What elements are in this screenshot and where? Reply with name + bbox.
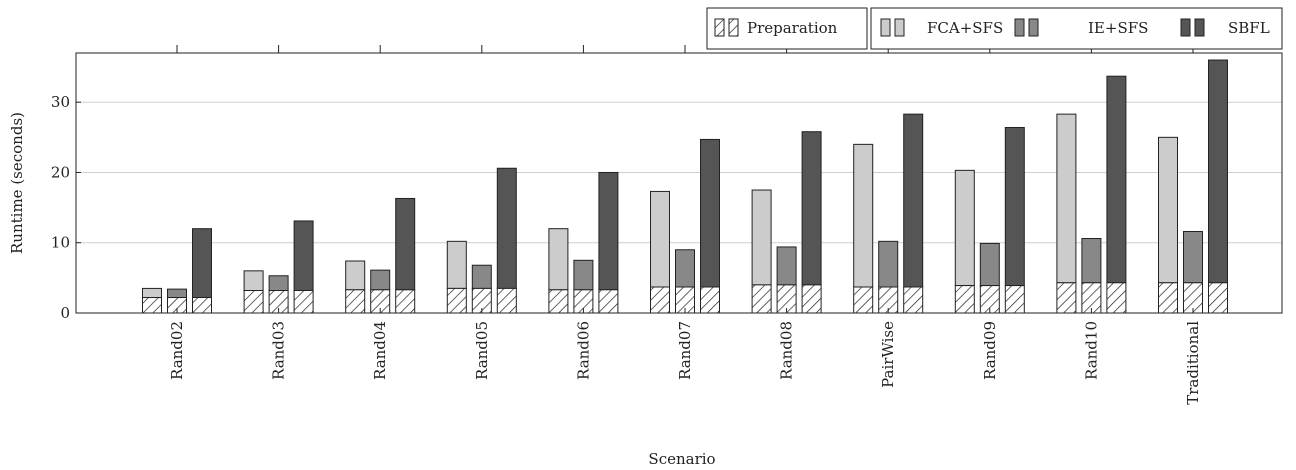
bar-preparation: [446, 287, 467, 314]
bar-sbfl: [1004, 126, 1025, 287]
bar-preparation: [1004, 285, 1025, 314]
bar-fca-sfs: [650, 190, 670, 288]
y-tick-label: 0: [60, 304, 70, 322]
bar-preparation: [801, 284, 822, 314]
bar-fca-sfs: [548, 228, 569, 291]
legend-swatch: [1014, 18, 1025, 37]
legend-label: FCA+SFS: [927, 19, 1003, 37]
x-tick-label: Rand06: [574, 321, 592, 380]
bar-preparation: [293, 290, 314, 314]
x-tick-label: Rand10: [1082, 321, 1100, 380]
x-tick-label: Traditional: [1184, 321, 1202, 405]
bar-sbfl: [903, 113, 924, 288]
bar-preparation: [903, 286, 924, 314]
bar-ie-sfs: [1183, 230, 1203, 284]
bar-preparation: [1106, 282, 1127, 314]
legend-swatch: [880, 18, 891, 37]
x-tick-label: Rand08: [778, 321, 796, 380]
bar-sbfl: [700, 138, 720, 288]
bar-preparation: [243, 290, 264, 314]
bar-fca-sfs: [142, 287, 162, 299]
bar-fca-sfs: [853, 143, 874, 288]
bar-preparation: [700, 286, 720, 314]
bar-sbfl: [598, 171, 619, 291]
bar-sbfl: [293, 220, 314, 292]
y-tick-label: 30: [51, 93, 70, 111]
legend-swatch: [1194, 18, 1205, 37]
legend-label: IE+SFS: [1088, 19, 1148, 37]
bar-preparation: [345, 289, 366, 314]
legend-box-methods: [870, 7, 1283, 50]
bar-ie-sfs: [675, 249, 695, 288]
y-axis-label: Runtime (seconds): [8, 112, 26, 254]
bar-preparation: [496, 287, 517, 314]
plot-frame: [75, 52, 1283, 314]
x-tick-label: Rand05: [473, 321, 491, 380]
y-tick-label: 10: [51, 234, 70, 252]
bar-fca-sfs: [446, 240, 467, 289]
bar-sbfl: [192, 228, 212, 299]
bar-ie-sfs: [979, 242, 1000, 287]
bar-ie-sfs: [471, 264, 492, 289]
legend-label-preparation: Preparation: [747, 19, 838, 37]
x-tick-label: PairWise: [879, 321, 897, 388]
legend-swatch: [894, 18, 905, 37]
bar-ie-sfs: [1081, 238, 1102, 284]
bar-preparation: [142, 297, 162, 314]
x-tick-label: Rand04: [371, 321, 389, 380]
bar-ie-sfs: [268, 275, 289, 292]
legend-swatch: [1180, 18, 1191, 37]
bar-preparation: [853, 286, 874, 314]
bar-preparation: [751, 284, 772, 314]
bar-preparation: [548, 289, 569, 314]
bar-preparation: [1056, 282, 1077, 314]
x-tick-label: Rand09: [981, 321, 999, 380]
bar-sbfl: [395, 197, 416, 291]
x-tick-label: Rand02: [168, 321, 186, 380]
bar-ie-sfs: [878, 240, 899, 288]
bar-sbfl: [1208, 59, 1228, 284]
bar-fca-sfs: [954, 169, 975, 287]
bar-sbfl: [801, 131, 822, 286]
bar-fca-sfs: [1056, 113, 1077, 284]
axis-ticks: 0 10 20 30 Rand02 Rand03 Rand04 Rand05 Rand06 Ran…: [51, 45, 1202, 405]
bar-preparation: [192, 297, 212, 314]
bar-preparation: [598, 289, 619, 314]
x-tick-label: Rand07: [676, 321, 694, 380]
legend-label: SBFL: [1228, 19, 1270, 37]
bar-ie-sfs: [776, 246, 797, 286]
bar-fca-sfs: [751, 189, 772, 286]
bars: [142, 59, 1228, 314]
bar-fca-sfs: [345, 260, 366, 291]
bar-sbfl: [496, 167, 517, 289]
bar-preparation: [1208, 282, 1228, 314]
bar-preparation: [1158, 282, 1178, 314]
bar-ie-sfs: [370, 269, 391, 291]
grid-lines: [76, 101, 1282, 244]
bar-preparation: [954, 285, 975, 314]
bar-ie-sfs: [167, 288, 187, 299]
bar-preparation: [650, 286, 670, 314]
x-tick-label: Rand03: [270, 321, 288, 380]
y-tick-label: 20: [51, 163, 70, 181]
legend-swatch: [1028, 18, 1039, 37]
bar-fca-sfs: [243, 270, 264, 292]
bar-preparation: [395, 289, 416, 314]
legend: Preparation FCA+SFS IE+SFS SBFL: [706, 7, 1283, 50]
legend-swatch: [728, 18, 739, 37]
x-axis-label: Scenario: [648, 450, 715, 468]
bar-sbfl: [1106, 75, 1127, 284]
legend-swatch: [714, 18, 725, 37]
bar-fca-sfs: [1158, 136, 1178, 284]
bar-ie-sfs: [573, 259, 594, 291]
